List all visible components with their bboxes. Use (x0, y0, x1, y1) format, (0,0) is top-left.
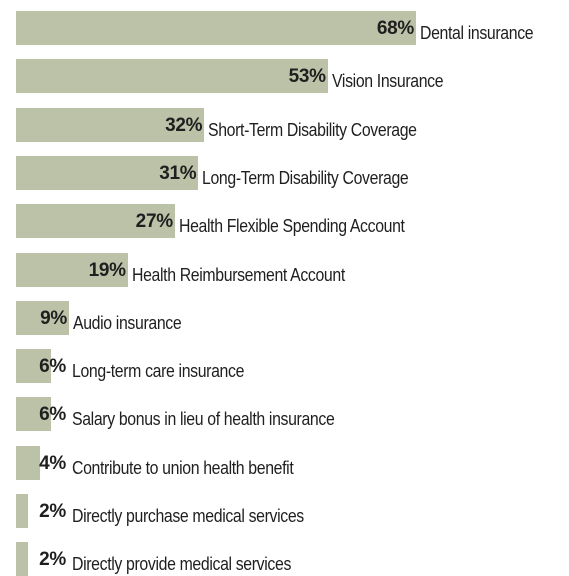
category-label: Directly provide medical services (72, 554, 292, 575)
value-label: 6% (39, 356, 66, 378)
category-label: Health Flexible Spending Account (178, 216, 405, 237)
bar (16, 11, 416, 45)
category-label: Dental insurance (420, 23, 534, 43)
value-label: 53% (288, 66, 326, 88)
bar (16, 155, 199, 190)
bar (16, 349, 52, 384)
value-label: 31% (159, 162, 197, 184)
value-label: 2% (39, 501, 66, 522)
value-label: 19% (88, 259, 126, 281)
bar (16, 445, 40, 480)
bar (16, 542, 28, 576)
bar (16, 300, 69, 335)
category-label: Health Reimbursement Account (131, 264, 345, 285)
value-label: 6% (39, 404, 66, 426)
category-label: Directly purchase medical services (72, 506, 304, 526)
category-label: Short-Term Disability Coverage (208, 119, 417, 140)
value-label: 68% (376, 18, 414, 39)
category-label: Audio insurance (72, 312, 182, 333)
value-label: 32% (165, 114, 203, 136)
category-label: Long-Term Disability Coverage (202, 167, 409, 188)
category-label: Contribute to union health benefit (72, 457, 294, 478)
value-label: 2% (39, 549, 66, 571)
bar (16, 204, 175, 239)
bar (16, 494, 28, 528)
bar (16, 59, 328, 94)
bar (16, 252, 128, 287)
value-label: 27% (135, 211, 173, 233)
value-label: 9% (40, 307, 67, 329)
category-label: Vision Insurance (331, 71, 444, 92)
category-label: Long-term care insurance (72, 361, 245, 382)
value-label: 4% (39, 452, 66, 474)
category-label: Salary bonus in lieu of health insurance (72, 409, 335, 430)
bar (16, 397, 52, 432)
bar (16, 107, 205, 142)
